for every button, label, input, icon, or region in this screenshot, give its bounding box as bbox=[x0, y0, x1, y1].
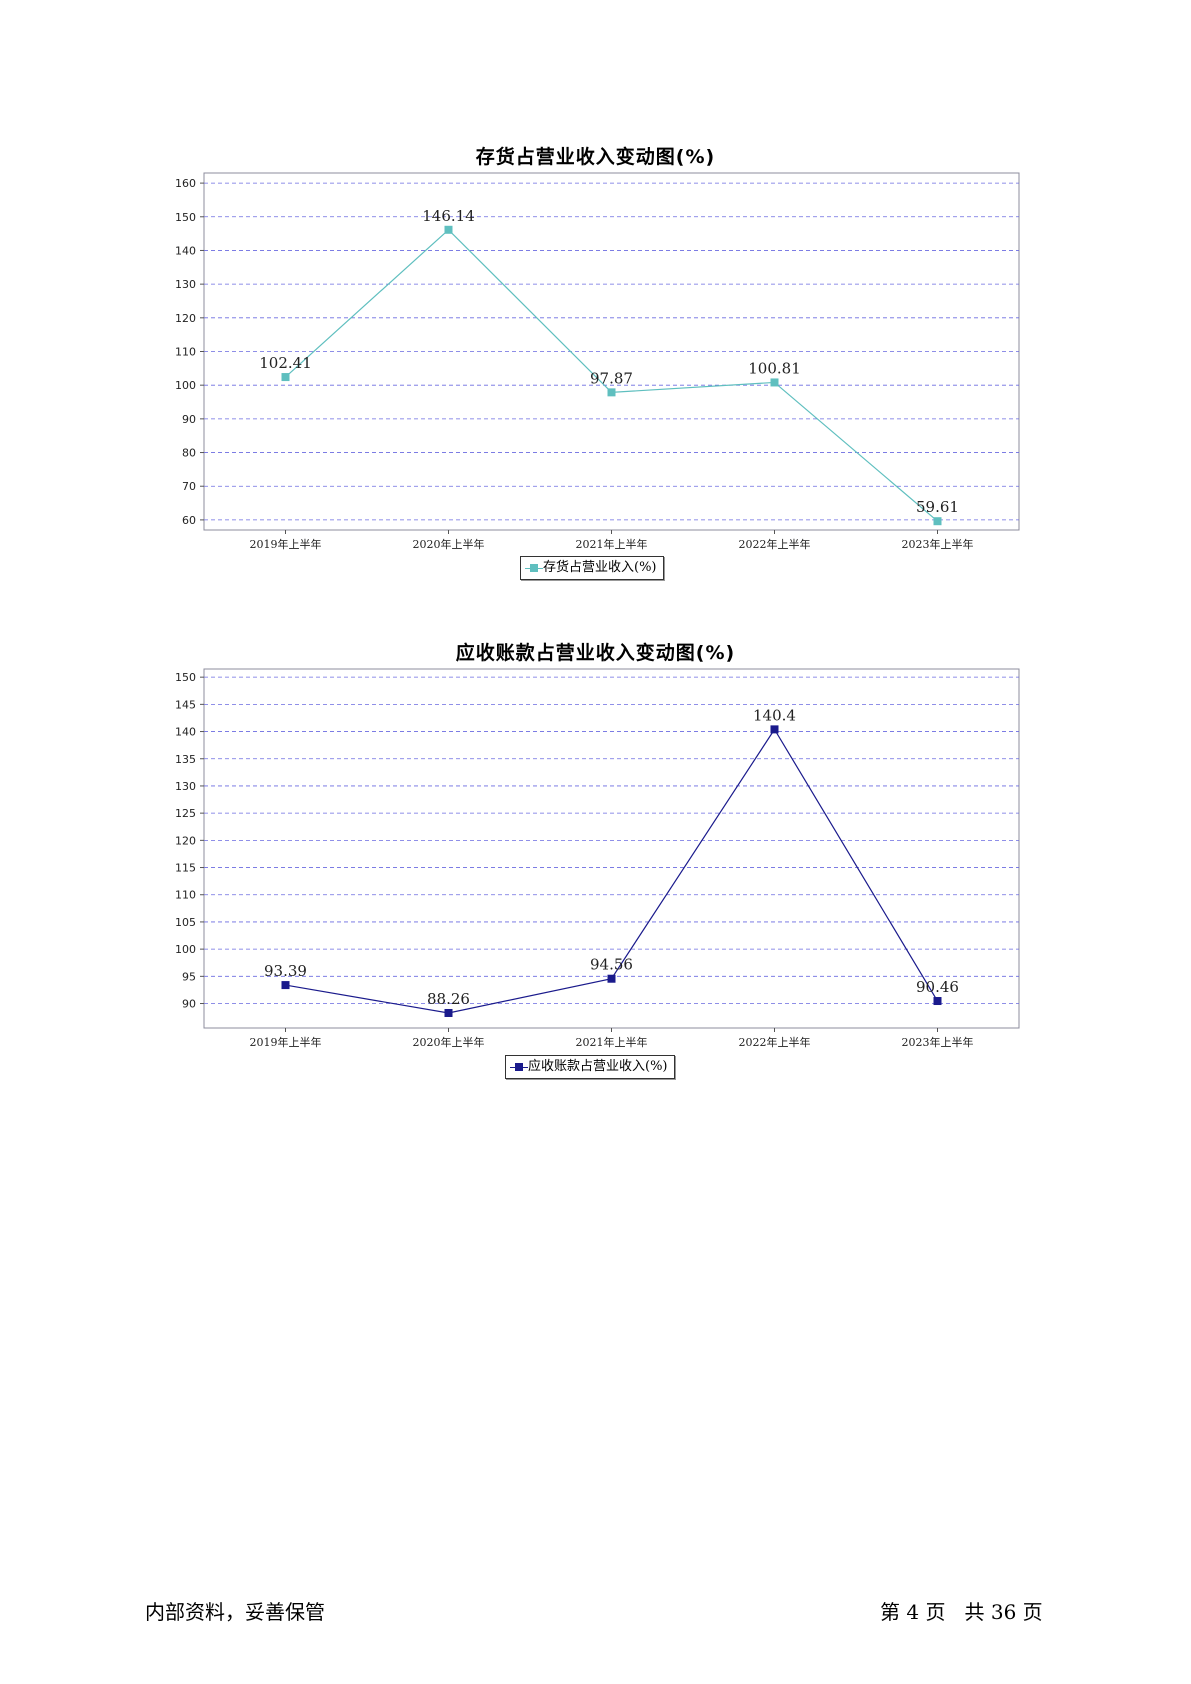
x-tick-label: 2022年上半年 bbox=[739, 537, 811, 551]
legend-label: 应收账款占营业收入(%) bbox=[528, 1059, 668, 1074]
data-label: 88.26 bbox=[427, 990, 470, 1008]
y-tick-label: 110 bbox=[175, 346, 196, 359]
data-point bbox=[933, 997, 942, 1006]
data-label: 100.81 bbox=[748, 359, 801, 377]
legend-swatch bbox=[510, 1056, 528, 1078]
data-label: 59.61 bbox=[916, 498, 959, 516]
x-tick-label: 2022年上半年 bbox=[739, 1035, 811, 1049]
data-point bbox=[607, 388, 616, 397]
y-tick-label: 115 bbox=[175, 862, 196, 875]
data-label: 102.41 bbox=[259, 354, 312, 372]
y-tick-label: 150 bbox=[175, 211, 196, 224]
data-label: 97.87 bbox=[590, 369, 633, 387]
y-tick-label: 140 bbox=[175, 244, 196, 257]
y-tick-label: 125 bbox=[175, 807, 196, 820]
y-tick-label: 105 bbox=[175, 916, 196, 929]
data-point bbox=[444, 1008, 453, 1017]
data-label: 93.39 bbox=[264, 962, 307, 980]
chart-inventory: 60 70 80 90 100 110 120 130 140 150 160 2019年上半年 202… bbox=[175, 172, 1020, 551]
x-tick-label: 2023年上半年 bbox=[902, 537, 974, 551]
y-tick-label: 130 bbox=[175, 780, 196, 793]
chart-title: 应收账款占营业收入变动图(%) bbox=[455, 642, 736, 664]
chart-receivables: 90 95 100 105 110 115 120 125 130 135 140 145 150 201… bbox=[175, 668, 1020, 1049]
y-tick-label: 160 bbox=[175, 177, 196, 190]
x-tick-label: 2021年上半年 bbox=[576, 537, 648, 551]
y-tick-label: 150 bbox=[175, 671, 196, 684]
x-tick-label: 2019年上半年 bbox=[250, 537, 322, 551]
y-tick-label: 80 bbox=[182, 447, 196, 460]
plot-area bbox=[203, 668, 1020, 1029]
y-tick-label: 100 bbox=[175, 943, 196, 956]
y-tick-label: 90 bbox=[182, 413, 196, 426]
y-tick-label: 130 bbox=[175, 278, 196, 291]
y-tick-label: 95 bbox=[182, 970, 196, 983]
legend-swatch bbox=[525, 557, 543, 579]
legend-label: 存货占营业收入(%) bbox=[543, 560, 657, 575]
data-label: 146.14 bbox=[422, 207, 475, 225]
legend: 存货占营业收入(%) bbox=[520, 556, 664, 580]
data-point bbox=[770, 725, 779, 734]
y-tick-label: 70 bbox=[182, 480, 196, 493]
y-tick-label: 120 bbox=[175, 312, 196, 325]
y-tick-label: 135 bbox=[175, 753, 196, 766]
chart-title: 存货占营业收入变动图(%) bbox=[475, 146, 716, 168]
y-tick-label: 145 bbox=[175, 698, 196, 711]
footer-confidential-note: 内部资料，妥善保管 bbox=[145, 1600, 325, 1624]
y-tick-label: 100 bbox=[175, 379, 196, 392]
y-tick-label: 60 bbox=[182, 514, 196, 527]
data-label: 90.46 bbox=[916, 978, 959, 996]
data-point bbox=[444, 225, 453, 234]
footer-page-info: 第 4 页 共 36 页 bbox=[880, 1600, 1043, 1624]
legend: 应收账款占营业收入(%) bbox=[505, 1055, 675, 1079]
y-tick-label: 120 bbox=[175, 834, 196, 847]
x-tick-label: 2023年上半年 bbox=[902, 1035, 974, 1049]
x-tick-label: 2019年上半年 bbox=[250, 1035, 322, 1049]
data-point bbox=[607, 974, 616, 983]
data-point bbox=[281, 981, 290, 990]
y-tick-label: 90 bbox=[182, 998, 196, 1011]
data-label: 94.56 bbox=[590, 956, 633, 974]
data-point bbox=[281, 373, 290, 382]
x-tick-label: 2021年上半年 bbox=[576, 1035, 648, 1049]
x-tick-label: 2020年上半年 bbox=[413, 1035, 485, 1049]
data-label: 140.4 bbox=[753, 706, 796, 724]
y-tick-label: 110 bbox=[175, 889, 196, 902]
x-tick-label: 2020年上半年 bbox=[413, 537, 485, 551]
data-point bbox=[933, 517, 942, 526]
data-point bbox=[770, 378, 779, 387]
y-tick-label: 140 bbox=[175, 726, 196, 739]
